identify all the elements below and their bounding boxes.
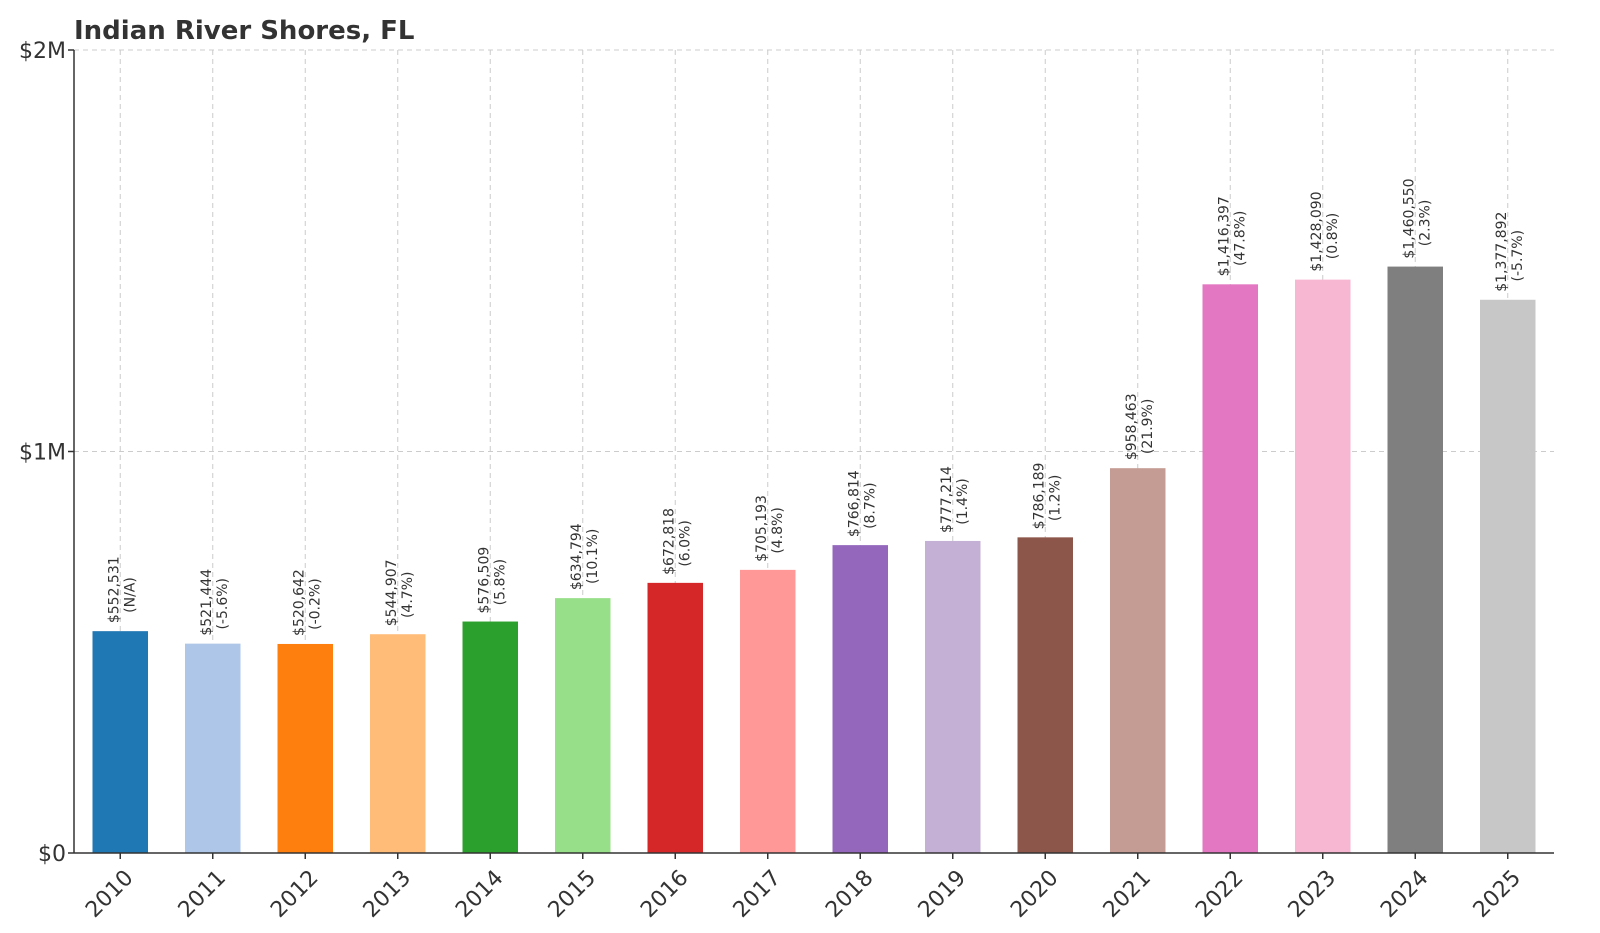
bar-2024: [1387, 266, 1443, 853]
data-label-change: (10.1%): [585, 529, 601, 584]
data-label-change: (5.8%): [492, 559, 508, 606]
data-label-value: $958,463: [1124, 393, 1140, 460]
bar-2014: [462, 621, 518, 853]
data-label: $672,818(6.0%): [661, 508, 693, 575]
data-label-change: (-5.6%): [215, 578, 231, 630]
data-label: $520,642(-0.2%): [291, 569, 323, 636]
bar-2011: [185, 643, 241, 853]
bar-2012: [277, 643, 333, 853]
data-label-value: $521,444: [199, 569, 215, 636]
data-label-value: $634,794: [569, 523, 585, 590]
data-label-change: (0.8%): [1325, 213, 1341, 260]
data-label-value: $1,428,090: [1309, 191, 1325, 271]
data-labels-layer: $552,531(N/A) $521,444(-5.6%) $520,642(-0.…: [106, 178, 1526, 636]
chart-title: Indian River Shores, FL: [74, 16, 415, 46]
x-tick-label: 2014: [451, 866, 508, 923]
data-label-change: (1.2%): [1047, 475, 1063, 522]
data-label: $766,814(8.7%): [846, 470, 878, 537]
data-label-change: (1.4%): [955, 478, 971, 525]
x-tick-label: 2022: [1191, 866, 1248, 923]
data-label-value: $576,509: [476, 547, 492, 614]
data-label: $786,189(1.2%): [1031, 463, 1063, 530]
data-label-value: $672,818: [661, 508, 677, 575]
bar-2019: [925, 540, 981, 853]
data-label-value: $1,377,892: [1494, 212, 1510, 292]
y-tick-label: $1M: [19, 441, 66, 466]
data-label: $1,428,090(0.8%): [1309, 191, 1341, 271]
data-label-change: (4.7%): [400, 572, 416, 619]
x-tick-label: 2024: [1376, 866, 1433, 923]
data-label: $544,907(4.7%): [384, 559, 416, 626]
bar-2015: [555, 598, 611, 853]
data-label: $1,377,892(-5.7%): [1494, 212, 1526, 292]
x-tick-label: 2023: [1284, 866, 1341, 923]
data-label-value: $544,907: [384, 559, 400, 626]
x-tick-label: 2012: [266, 866, 323, 923]
bar-2020: [1017, 537, 1073, 853]
data-label-value: $1,460,550: [1401, 178, 1417, 258]
data-label: $958,463(21.9%): [1124, 393, 1156, 460]
y-tick-label: $0: [38, 842, 66, 867]
x-tick-label: 2010: [81, 866, 138, 923]
x-tick-label: 2018: [821, 866, 878, 923]
x-tick-label: 2019: [914, 866, 971, 923]
data-label-value: $520,642: [291, 569, 307, 636]
data-label-value: $786,189: [1031, 463, 1047, 530]
bar-2010: [92, 631, 148, 853]
y-tick-label: $2M: [19, 39, 66, 64]
bar-2025: [1480, 299, 1536, 853]
bar-2013: [370, 634, 426, 853]
x-tick-label: 2016: [636, 866, 693, 923]
data-label: $552,531(N/A): [106, 556, 138, 623]
data-label-value: $552,531: [106, 556, 122, 623]
data-label-change: (8.7%): [862, 482, 878, 529]
bar-2022: [1202, 284, 1258, 853]
data-label-value: $777,214: [939, 466, 955, 533]
bar-2023: [1295, 279, 1351, 854]
data-label-change: (21.9%): [1140, 399, 1156, 454]
bar-2017: [740, 569, 796, 853]
data-label: $1,460,550(2.3%): [1401, 178, 1433, 258]
bar-2016: [647, 582, 703, 853]
bars-layer: [92, 266, 1536, 854]
bar-2021: [1110, 468, 1166, 853]
x-tick-label: 2011: [174, 866, 231, 923]
data-label: $1,416,397(47.8%): [1216, 196, 1248, 276]
data-label: $576,509(5.8%): [476, 547, 508, 614]
data-label-change: (-5.7%): [1510, 230, 1526, 282]
x-tick-label: 2015: [544, 866, 601, 923]
data-label-change: (2.3%): [1417, 200, 1433, 247]
data-label: $521,444(-5.6%): [199, 569, 231, 636]
data-label: $705,193(4.8%): [754, 495, 786, 562]
data-label-change: (N/A): [122, 577, 138, 613]
data-label-value: $766,814: [846, 470, 862, 537]
data-label-value: $705,193: [754, 495, 770, 562]
x-tick-label: 2017: [729, 866, 786, 923]
bar-2018: [832, 545, 888, 853]
data-label: $634,794(10.1%): [569, 523, 601, 590]
x-tick-label: 2021: [1099, 866, 1156, 923]
data-label-change: (4.8%): [770, 507, 786, 554]
data-label-change: (6.0%): [677, 520, 693, 567]
x-tick-label: 2013: [359, 866, 416, 923]
x-tick-label: 2020: [1006, 866, 1063, 923]
x-tick-label: 2025: [1469, 866, 1526, 923]
data-label-change: (-0.2%): [307, 578, 323, 630]
data-label-change: (47.8%): [1232, 211, 1248, 266]
data-label-value: $1,416,397: [1216, 196, 1232, 276]
data-label: $777,214(1.4%): [939, 466, 971, 533]
